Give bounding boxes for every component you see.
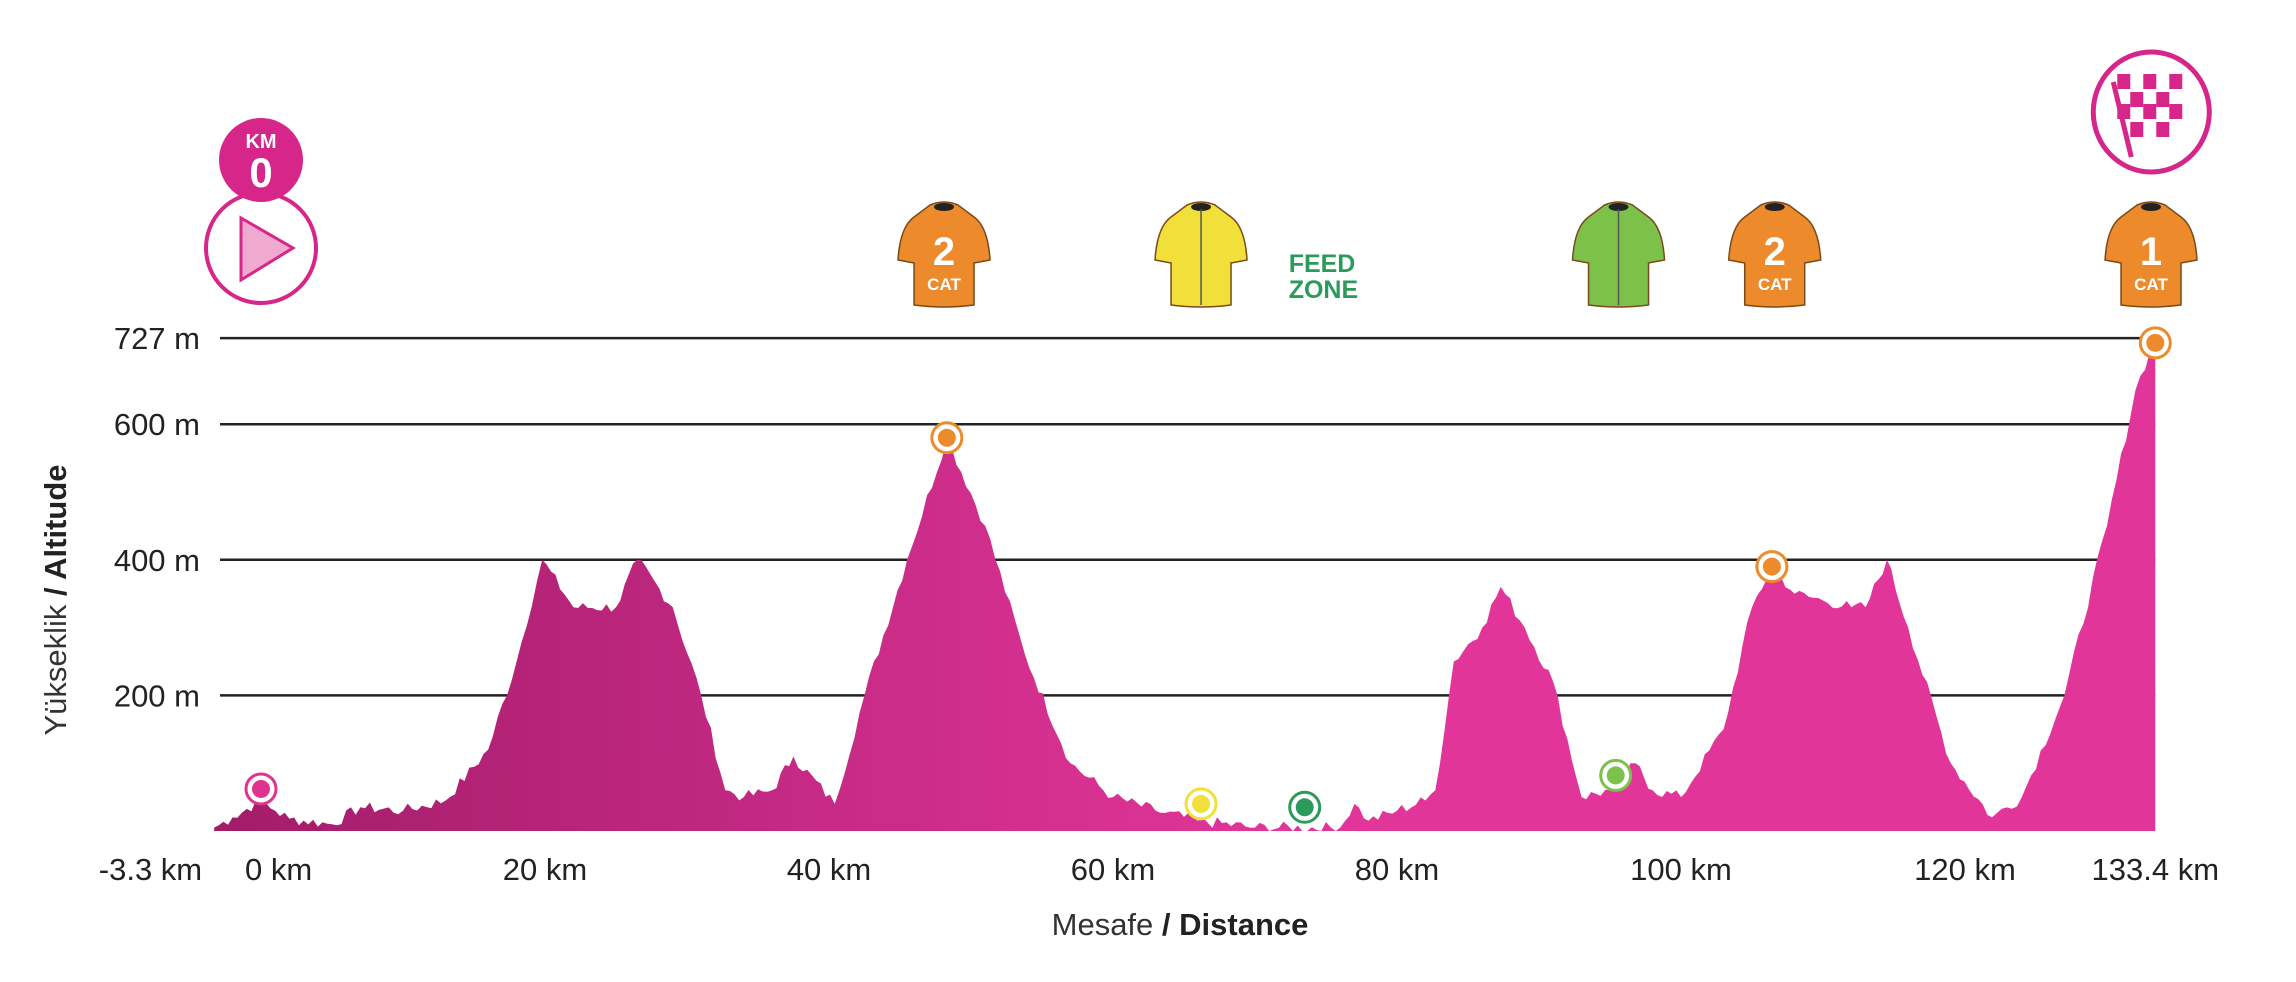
x-axis-title: Mesafe / Distance — [1052, 907, 1309, 942]
x-axis-title-bold: / Distance — [1153, 907, 1308, 942]
flag-check — [2156, 92, 2170, 107]
jersey-collar — [1608, 203, 1629, 211]
marker-dot — [1192, 794, 1211, 813]
x-tick-label: 60 km — [1071, 852, 1155, 887]
jersey-body — [1727, 201, 1822, 308]
x-tick-labels: -3.3 km 0 km 20 km 40 km 60 km 80 km 100 km 120… — [99, 852, 2219, 887]
kom-marker — [1755, 550, 1789, 584]
start-marker — [244, 772, 278, 806]
km-badge-value: 0 — [249, 149, 272, 196]
jersey-collar — [2141, 203, 2162, 211]
jersey-category-label: CAT — [1758, 275, 1792, 294]
jersey-category-number: 2 — [1764, 230, 1786, 274]
x-tick-label: -3.3 km — [99, 852, 202, 887]
jersey-body — [897, 201, 991, 308]
marker-dot — [1606, 766, 1625, 785]
y-axis-title: Yükseklik / Altitude — [38, 465, 73, 736]
flag-check — [2130, 122, 2144, 137]
x-tick-label: 40 km — [787, 852, 871, 887]
flag-check — [2169, 74, 2183, 89]
finish-flag-icon — [2090, 49, 2212, 175]
x-tick-label: 133.4 km — [2092, 852, 2220, 887]
jersey-category-number: 2 — [933, 230, 955, 274]
marker-dot — [1295, 798, 1314, 817]
y-axis-title-light: Yükseklik — [38, 604, 73, 735]
jersey-collar — [1191, 203, 1212, 211]
elevation-area — [214, 338, 2156, 831]
sprint-marker — [1184, 787, 1218, 821]
jersey-collar — [1764, 203, 1785, 211]
marker-dot — [2146, 333, 2165, 352]
marker-dot — [1762, 557, 1781, 576]
y-tick-label: 600 m — [114, 407, 200, 442]
x-tick-label: 80 km — [1355, 852, 1439, 887]
jersey-collar — [934, 203, 955, 211]
jersey-body — [2104, 201, 2198, 308]
x-tick-label: 20 km — [503, 852, 587, 887]
y-tick-label: 400 m — [114, 543, 200, 578]
sprint-marker — [1599, 758, 1633, 792]
x-tick-label: 120 km — [1914, 852, 2016, 887]
kom-marker — [2138, 326, 2172, 360]
feed-zone-label-line2: ZONE — [1289, 276, 1358, 304]
flag-check — [2143, 104, 2157, 119]
km-badge — [219, 118, 303, 202]
flag-check — [2117, 74, 2131, 89]
flag-check — [2143, 74, 2157, 89]
flag-check — [2130, 92, 2144, 107]
flag-pole — [2110, 81, 2134, 158]
x-tick-label: 100 km — [1630, 852, 1732, 887]
flag-check — [2117, 104, 2131, 119]
y-axis-title-bold: / Altitude — [38, 465, 73, 605]
jersey-category-label: CAT — [2134, 275, 2168, 294]
jersey-icon — [1154, 201, 1248, 308]
marker-dot — [937, 428, 956, 447]
jersey-icon — [1571, 201, 1666, 308]
y-tick-labels: 200 m 400 m 600 m 727 m — [114, 321, 200, 713]
kom-marker — [930, 421, 964, 455]
play-icon — [239, 215, 296, 283]
flag-check — [2169, 104, 2183, 119]
feed-marker — [1288, 790, 1322, 824]
marker-dot — [252, 779, 270, 798]
start-km0-icon: KM0 — [204, 118, 318, 305]
x-tick-label: 0 km — [245, 852, 312, 887]
feed-zone-label-line1: FEED — [1289, 250, 1356, 278]
jersey-category-number: 1 — [2140, 230, 2162, 274]
y-tick-label: 200 m — [114, 678, 200, 713]
x-axis-title-light: Mesafe — [1052, 907, 1154, 942]
km-badge-label: KM — [245, 131, 276, 153]
profile-markers — [244, 326, 2172, 824]
y-tick-label: 727 m — [114, 321, 200, 356]
flag-check — [2156, 122, 2170, 137]
jersey-category-label: CAT — [927, 275, 961, 294]
